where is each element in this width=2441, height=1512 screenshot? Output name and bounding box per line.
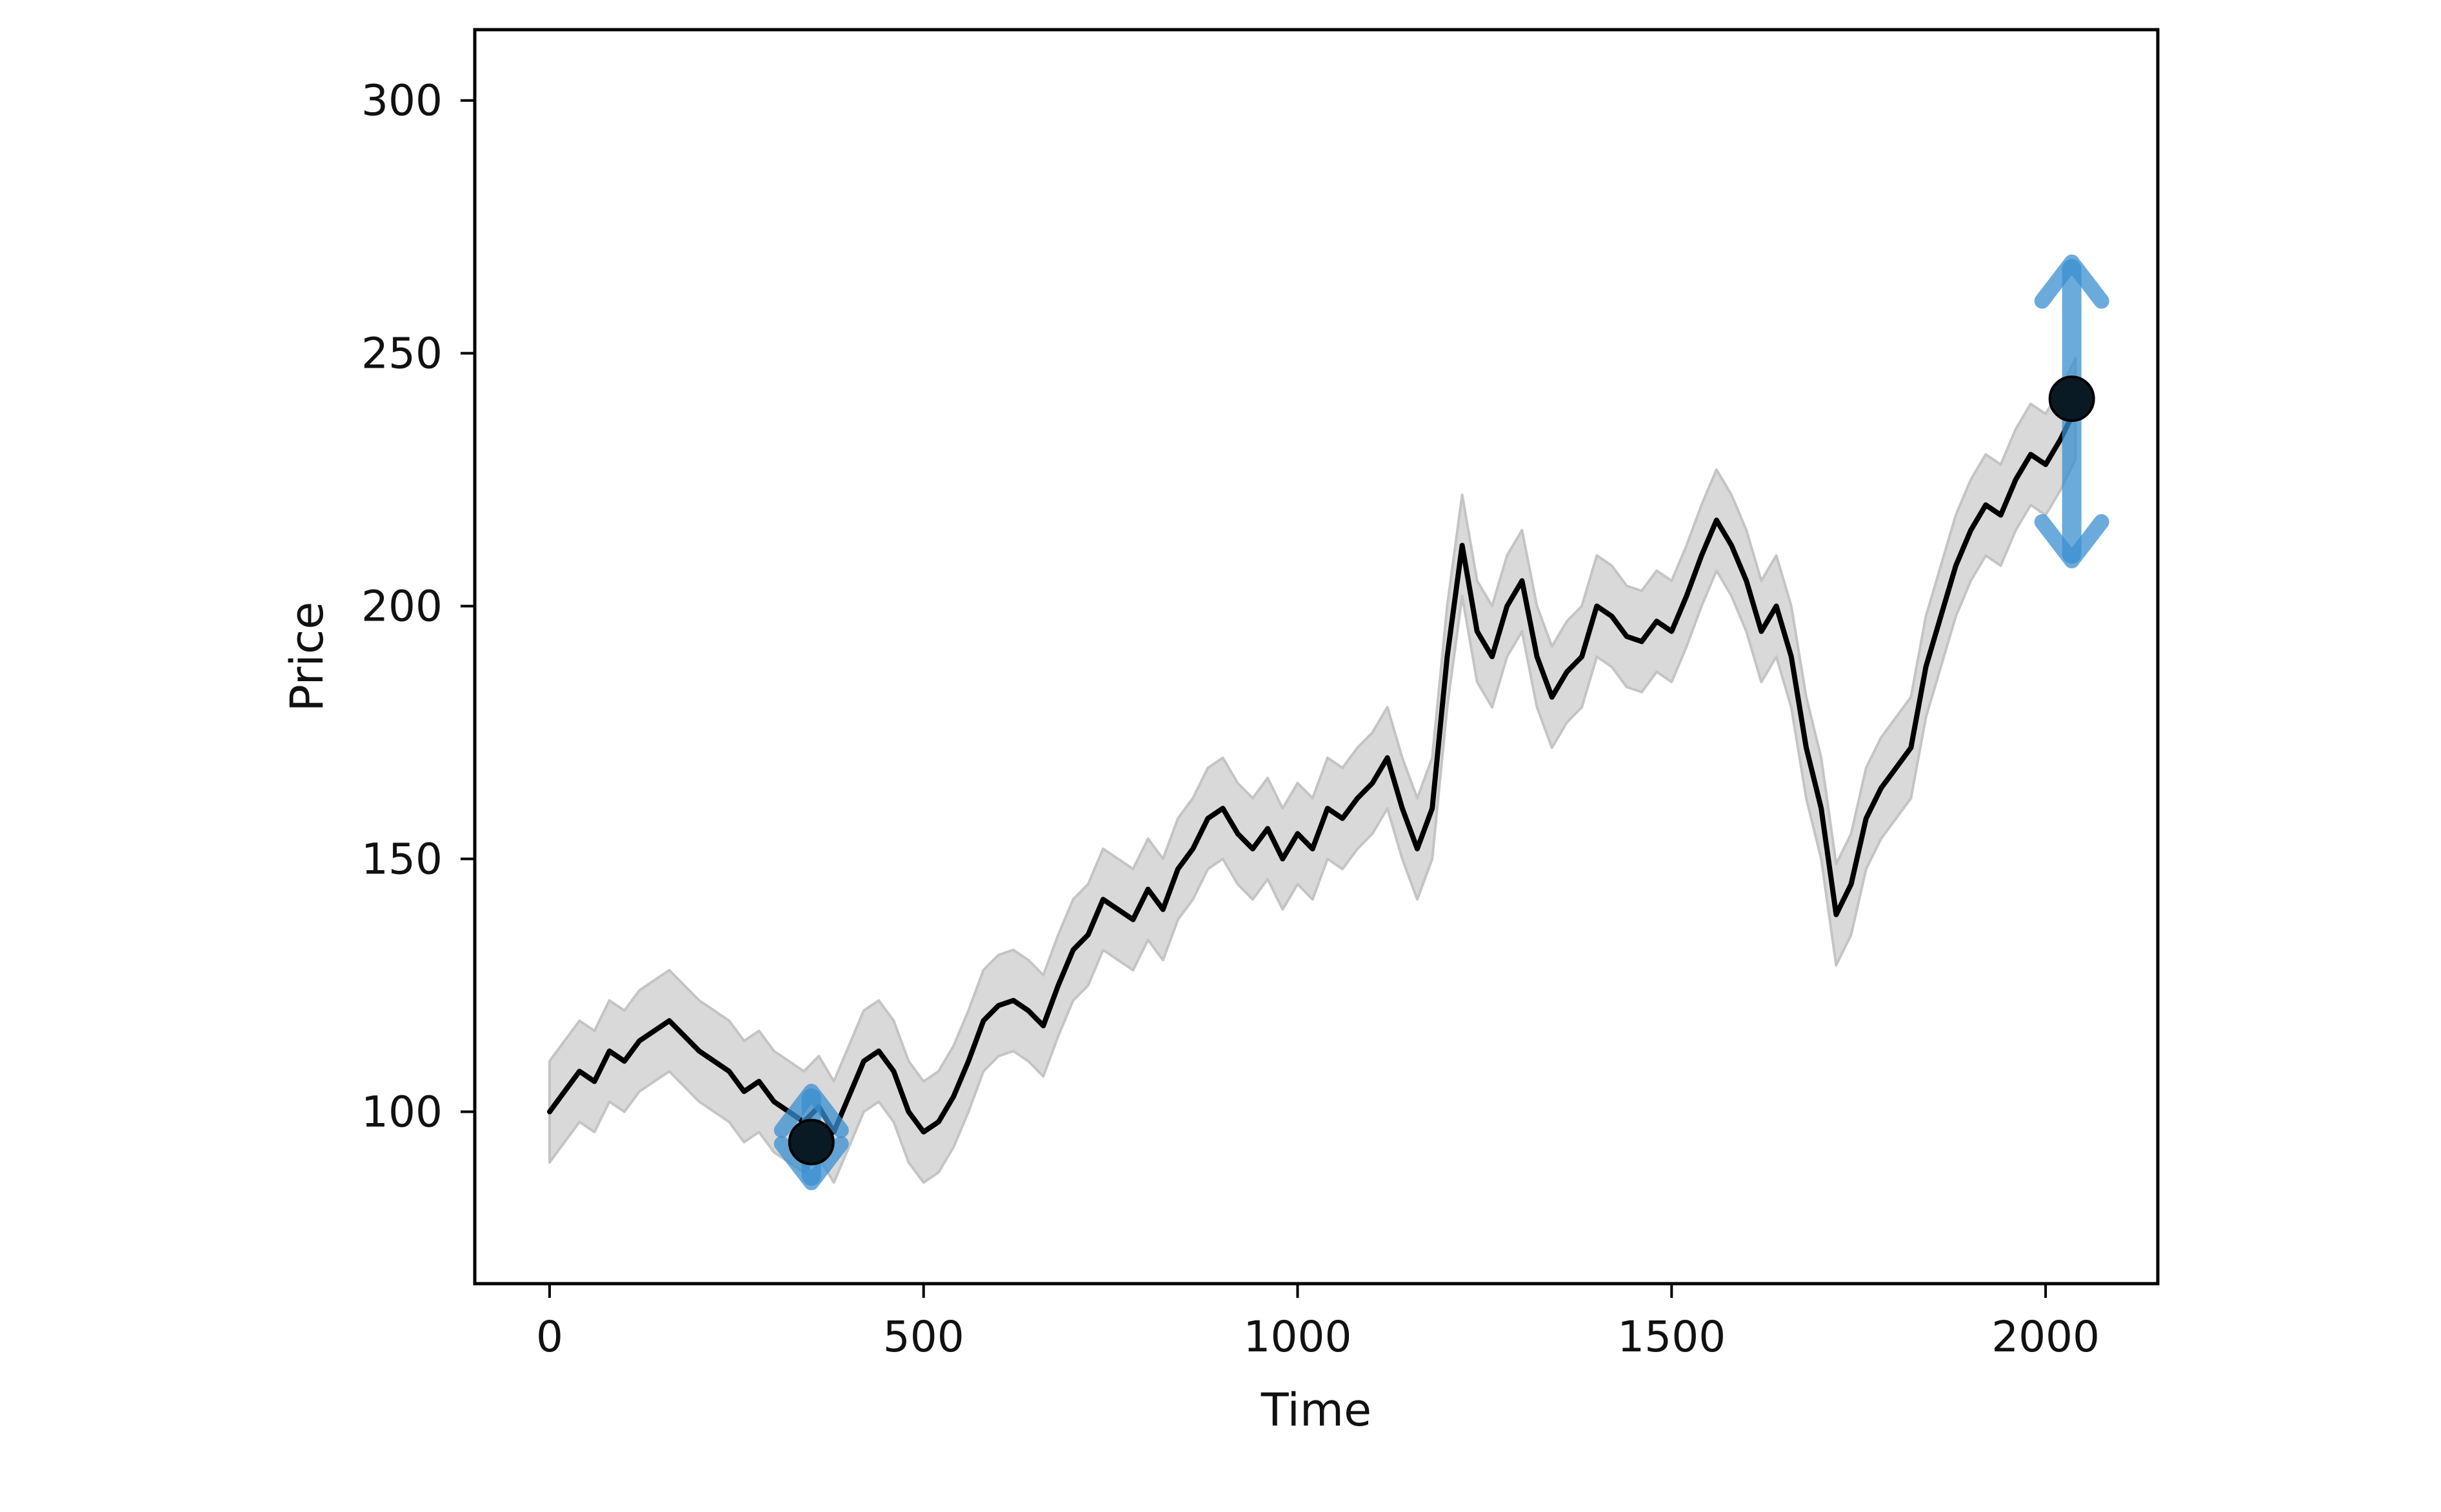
y-tick-label: 100 <box>361 1087 443 1137</box>
axes: 0 500 1000 1500 2000 100 150 200 250 300 <box>361 28 2160 1362</box>
arrow-head <box>2034 254 2109 309</box>
x-tick-label: 500 <box>883 1312 964 1362</box>
marker-point <box>2048 375 2095 423</box>
y-tick-label: 250 <box>361 329 443 379</box>
x-tick-label: 1000 <box>1244 1312 1352 1362</box>
markers <box>788 375 2095 1166</box>
x-tick-label: 1500 <box>1617 1312 1726 1362</box>
arrow-head <box>2034 514 2109 569</box>
x-axis-label: Time <box>1260 1384 1371 1437</box>
x-tick-label: 0 <box>536 1312 563 1362</box>
x-tick-label: 2000 <box>1991 1312 2100 1362</box>
y-tick-label: 300 <box>361 76 443 126</box>
arrow-head <box>773 1136 849 1191</box>
marker-point <box>788 1119 835 1166</box>
arrow <box>2034 389 2109 569</box>
y-tick-label: 150 <box>361 835 443 884</box>
axes-frame <box>473 28 2160 1286</box>
y-axis-label: Price <box>281 602 334 712</box>
arrow-head <box>773 1084 849 1139</box>
y-tick-label: 200 <box>361 582 443 632</box>
